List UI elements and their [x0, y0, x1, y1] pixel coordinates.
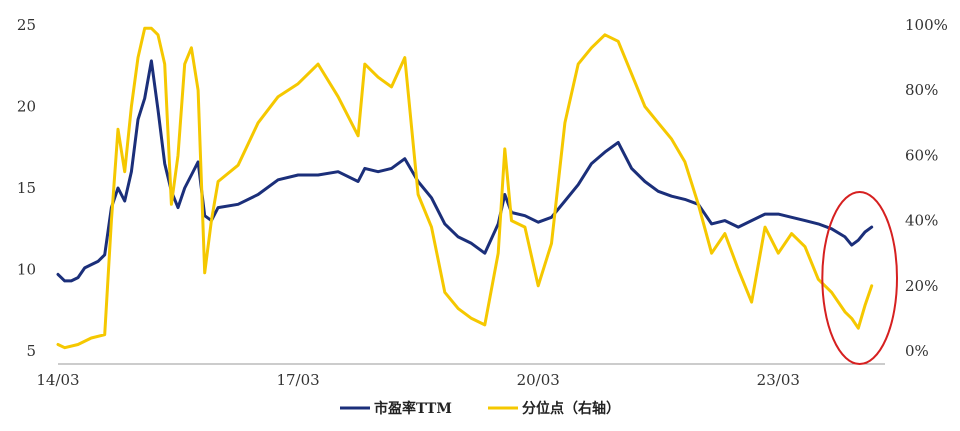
- x-tick-label: 20/03: [517, 371, 560, 389]
- legend-label: 分位点（右轴）: [522, 400, 620, 417]
- legend: 市盈率TTM 分位点（右轴）: [340, 400, 620, 417]
- left-y-tick-label: 10: [17, 261, 36, 279]
- x-tick-label: 17/03: [276, 371, 319, 389]
- left-y-axis: 5 10 15 20 25: [17, 16, 36, 360]
- x-tick-label: 14/03: [36, 371, 79, 389]
- right-y-axis: 0% 20% 40% 60% 80% 100%: [905, 16, 948, 360]
- right-y-tick-label: 40%: [905, 212, 938, 230]
- annotation-layer: [821, 191, 899, 365]
- series-layer: [56, 26, 874, 350]
- right-y-tick-label: 0%: [905, 342, 929, 360]
- right-y-tick-label: 100%: [905, 16, 948, 34]
- left-y-tick-label: 15: [17, 179, 36, 197]
- right-y-tick-label: 80%: [905, 81, 938, 99]
- highlight-ellipse: [821, 191, 899, 365]
- x-axis: 14/03 17/03 20/03 23/03: [36, 363, 885, 389]
- right-y-tick-label: 20%: [905, 277, 938, 295]
- x-tick-label: 23/03: [757, 371, 800, 389]
- left-y-tick-label: 20: [17, 98, 36, 116]
- right-y-tick-label: 60%: [905, 146, 938, 164]
- series-line-percentile: [56, 26, 874, 350]
- legend-label: 市盈率TTM: [374, 400, 452, 417]
- left-y-tick-label: 25: [17, 16, 36, 34]
- series-line-pe-ttm: [56, 59, 874, 283]
- left-y-tick-label: 5: [26, 342, 36, 360]
